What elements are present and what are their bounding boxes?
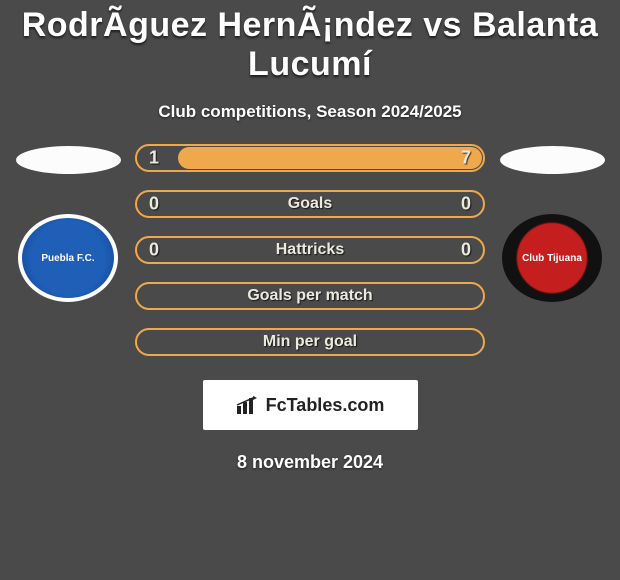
stat-row-gpm: Goals per match [135, 282, 485, 310]
player-right-column: Club Tijuana [492, 144, 612, 473]
page-title: RodrÃ­guez HernÃ¡ndez vs Balanta Lucumí [0, 0, 620, 84]
stat-left-goals: 0 [149, 194, 159, 215]
bars-icon [236, 396, 260, 414]
club-badge-left-label: Puebla F.C. [41, 253, 94, 264]
stat-row-matches: 1 Matches 7 [135, 144, 485, 172]
subtitle: Club competitions, Season 2024/2025 [0, 102, 620, 122]
stat-label-mpg: Min per goal [263, 333, 357, 351]
stat-label-gpm: Goals per match [247, 287, 372, 305]
stat-right-matches: 7 [461, 148, 471, 169]
site-logo-text: FcTables.com [266, 395, 385, 416]
stats-column: 1 Matches 7 0 Goals 0 0 Hattricks 0 Goal… [128, 144, 492, 473]
date-label: 8 november 2024 [237, 452, 383, 473]
stat-right-hattricks: 0 [461, 240, 471, 261]
stat-label-hattricks: Hattricks [276, 241, 344, 259]
stat-row-hattricks: 0 Hattricks 0 [135, 236, 485, 264]
stat-row-goals: 0 Goals 0 [135, 190, 485, 218]
player-left-column: Puebla F.C. [8, 144, 128, 473]
stat-left-matches: 1 [149, 148, 159, 169]
club-badge-right-label: Club Tijuana [522, 253, 582, 264]
stat-row-mpg: Min per goal [135, 328, 485, 356]
club-badge-left: Puebla F.C. [18, 214, 118, 302]
stat-right-goals: 0 [461, 194, 471, 215]
stat-fill-matches [178, 147, 482, 169]
site-logo[interactable]: FcTables.com [203, 380, 418, 430]
club-badge-right: Club Tijuana [502, 214, 602, 302]
stat-left-hattricks: 0 [149, 240, 159, 261]
stat-label-goals: Goals [288, 195, 332, 213]
comparison-panel: Puebla F.C. 1 Matches 7 0 Goals 0 0 Hatt… [0, 144, 620, 473]
avatar-placeholder-left [16, 146, 121, 174]
avatar-placeholder-right [500, 146, 605, 174]
